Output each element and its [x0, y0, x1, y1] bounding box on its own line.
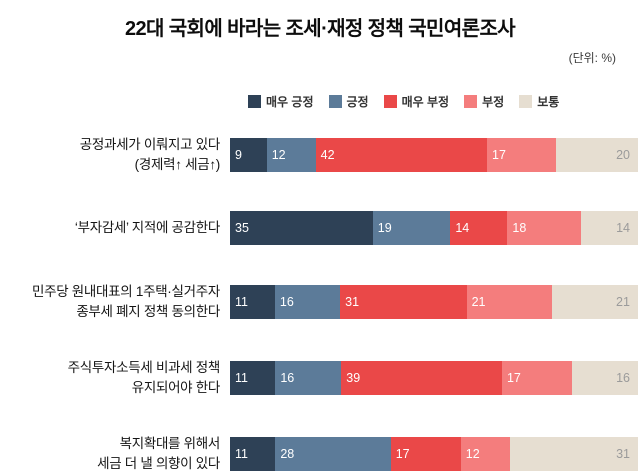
legend-swatch: [248, 95, 261, 108]
bar-segment: 17: [487, 137, 557, 172]
segment-value: 21: [471, 294, 486, 309]
segment-value: 35: [235, 221, 249, 236]
bar-segment: 31: [510, 436, 638, 471]
category-label: 민주당 원내대표의 1주택·실거주자 종부세 폐지 정책 동의한다: [32, 284, 220, 319]
legend-swatch: [383, 95, 397, 108]
legend-item: 보통: [519, 93, 559, 110]
chart-row: 주식투자소득세 비과세 정책 유지되어야 한다 11 16 39 17 16: [0, 358, 640, 397]
chart-rows: 공정과세가 이뤄지고 있다 (경제력↑ 세금↑) 9 12 42 17 20 ‘부자감세’ 지…: [0, 135, 640, 473]
legend-swatch: [328, 95, 342, 108]
stacked-bar: 11 16 39 17 16: [230, 360, 638, 395]
segment-value: 17: [492, 147, 506, 162]
segment-value: 14: [616, 221, 630, 236]
legend-label: 매우 긍정: [266, 95, 314, 109]
legend-item: 긍정: [328, 93, 369, 110]
chart-row: ‘부자감세’ 지적에 공감한다 35 19 14 18 14: [0, 211, 640, 246]
category-label: 복지확대를 위해서 세금 더 낼 의향이 있다: [97, 436, 220, 471]
legend-swatch: [519, 95, 533, 108]
stacked-bar: 11 16 31 21 21: [230, 284, 638, 319]
legend-item: 매우 긍정: [248, 93, 314, 110]
bar-segment: 12: [266, 137, 316, 172]
bar-segment: 9: [230, 137, 267, 172]
legend-label: 긍정: [346, 95, 369, 109]
bar-segment: 14: [580, 211, 638, 246]
segment-value: 17: [506, 370, 521, 385]
bar-segment: 18: [507, 211, 581, 246]
bar-segment: 16: [572, 360, 638, 395]
segment-value: 9: [235, 147, 242, 162]
legend-label: 부정: [482, 95, 505, 109]
category-label: 주식투자소득세 비과세 정책 유지되어야 한다: [67, 360, 221, 395]
stacked-bar: 9 12 42 17 20: [230, 137, 638, 172]
segment-value: 16: [279, 294, 294, 309]
bar-segment: 16: [274, 284, 341, 319]
segment-value: 21: [616, 294, 630, 309]
legend: 매우 긍정 긍정 매우 부정 부정 보통: [248, 94, 640, 109]
bar-segment: 21: [552, 284, 638, 319]
bar-segment: 19: [372, 211, 451, 246]
bar-segment: 39: [341, 360, 502, 395]
bar-segment: 21: [466, 284, 553, 319]
segment-value: 12: [271, 147, 286, 162]
bar-segment: 16: [275, 360, 342, 395]
bar-segment: 28: [275, 436, 391, 471]
legend-swatch: [464, 95, 478, 108]
segment-value: 20: [616, 147, 630, 162]
segment-value: 11: [235, 446, 248, 461]
bar-segment: 17: [501, 360, 573, 395]
segment-value: 28: [280, 446, 295, 461]
category-label: 공정과세가 이뤄지고 있다 (경제력↑ 세금↑): [79, 137, 221, 172]
segment-value: 11: [235, 370, 248, 385]
chart-row: 민주당 원내대표의 1주택·실거주자 종부세 폐지 정책 동의한다 11 16 31 21…: [0, 282, 640, 321]
segment-value: 17: [395, 446, 410, 461]
legend-item: 매우 부정: [383, 93, 450, 110]
legend-label: 보통: [537, 95, 560, 109]
unit-label: (단위: %): [568, 51, 616, 65]
stacked-bar: 35 19 14 18 14: [230, 211, 638, 246]
bar-segment: 11: [230, 360, 276, 395]
segment-value: 14: [455, 221, 470, 236]
segment-value: 12: [465, 446, 480, 461]
stacked-bar: 11 28 17 12 31: [230, 436, 638, 471]
segment-value: 19: [377, 221, 392, 236]
segment-value: 18: [512, 221, 527, 236]
legend-label: 매우 부정: [401, 95, 450, 109]
legend-item: 부정: [464, 93, 504, 110]
category-label: ‘부자감세’ 지적에 공감한다: [74, 220, 220, 236]
segment-value: 39: [346, 370, 361, 385]
chart-row: 복지확대를 위해서 세금 더 낼 의향이 있다 11 28 17 12 31: [0, 434, 640, 473]
bar-segment: 12: [460, 436, 511, 471]
bar-segment: 20: [556, 137, 638, 172]
segment-value: 11: [235, 294, 248, 309]
bar-segment: 31: [340, 284, 467, 319]
segment-value: 16: [616, 370, 630, 385]
bar-segment: 17: [390, 436, 461, 471]
bar-segment: 42: [315, 137, 488, 172]
bar-segment: 11: [230, 436, 276, 471]
segment-value: 16: [280, 370, 295, 385]
bar-segment: 14: [450, 211, 508, 246]
segment-value: 31: [345, 294, 360, 309]
bar-segment: 11: [230, 284, 275, 319]
chart-row: 공정과세가 이뤄지고 있다 (경제력↑ 세금↑) 9 12 42 17 20: [0, 135, 640, 174]
segment-value: 42: [320, 147, 335, 162]
segment-value: 31: [616, 446, 630, 461]
chart-title: 22대 국회에 바라는 조세·재정 정책 국민여론조사: [124, 18, 516, 40]
bar-segment: 35: [230, 211, 373, 246]
